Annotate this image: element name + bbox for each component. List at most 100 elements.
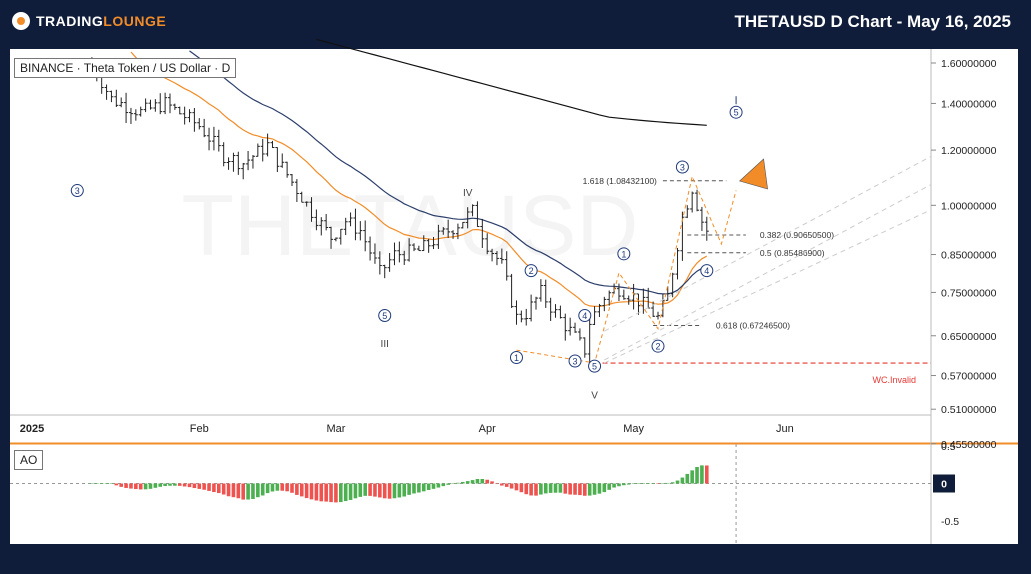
ao-bar (446, 483, 450, 485)
ohlc-bar (695, 189, 700, 212)
ohlc-bar (148, 99, 153, 110)
ohlc-bar (226, 157, 231, 170)
ao-bar (670, 482, 675, 484)
ohlc-bar (621, 289, 626, 300)
ao-bar (407, 483, 411, 495)
ohlc-bar (612, 283, 617, 294)
ao-bar (392, 483, 397, 499)
ao-bar (573, 483, 577, 495)
ohlc-bar (519, 310, 524, 323)
ao-bar (397, 483, 402, 498)
ohlc-bar (109, 90, 114, 103)
ohlc-bar (358, 221, 363, 241)
ao-bar (587, 483, 592, 496)
ohlc-bar (446, 219, 451, 238)
ao-bar (558, 483, 563, 493)
ao-bar (451, 483, 455, 484)
ao-bar (402, 483, 407, 497)
channel-line (604, 155, 932, 332)
ohlc-bar (387, 252, 392, 272)
ao-bar (602, 483, 607, 493)
ohlc-bar (704, 216, 709, 241)
ao-bar (421, 483, 426, 492)
ao-bar (358, 483, 363, 497)
ao-tick-label: -0.5 (941, 516, 959, 528)
x-tick-label: May (623, 423, 644, 435)
ohlc-bar (168, 93, 172, 114)
ao-bar (236, 483, 241, 499)
ohlc-bar (343, 217, 348, 236)
ohlc-bar (124, 92, 129, 124)
ao-legend[interactable]: AO (14, 450, 44, 470)
ohlc-bar (377, 251, 382, 275)
wave-label: 3 (75, 186, 80, 196)
ao-bar (241, 483, 245, 500)
ao-bar (470, 480, 475, 484)
ao-bar (607, 483, 611, 490)
ohlc-bar (616, 283, 621, 301)
ao-bar (148, 483, 153, 489)
ohlc-bar (690, 191, 695, 213)
wave-label: 5 (734, 108, 739, 118)
wave-label-circle (509, 350, 523, 364)
ohlc-bar (260, 138, 265, 162)
ao-bar (378, 483, 382, 498)
ao-bar (134, 483, 138, 490)
ao-bar (124, 483, 128, 488)
y-tick-label: 0.51000000 (941, 404, 997, 416)
ohlc-bar (665, 286, 670, 301)
chart-title: THETAUSD D Chart - May 16, 2025 (734, 12, 1011, 31)
ao-bar (290, 483, 294, 493)
brand-name-b: LOUNGE (103, 13, 167, 29)
ohlc-bar (138, 106, 143, 117)
ohlc-bar (319, 217, 324, 236)
ao-bar (490, 481, 494, 484)
ohlc-bar (534, 296, 538, 310)
ao-bar (217, 483, 221, 494)
ao-zero-badge (933, 474, 955, 493)
projection-arrow (739, 158, 768, 190)
ao-bar (675, 480, 680, 484)
ohlc-bar (558, 305, 563, 319)
ao-bar (329, 483, 333, 503)
ohlc-bar (636, 293, 641, 315)
ao-bar (353, 483, 358, 499)
ao-bar (461, 481, 465, 484)
ao-bar (192, 483, 197, 489)
ohlc-bar (177, 106, 182, 115)
ao-bar (612, 483, 616, 488)
ao-bar (685, 473, 690, 484)
wave-label: V (591, 391, 598, 402)
ohlc-bar (314, 209, 319, 231)
ao-bar (158, 483, 163, 487)
ao-bar (626, 483, 631, 485)
ohlc-bar (368, 236, 373, 261)
ohlc-bar (128, 107, 133, 124)
ohlc-bar (660, 294, 665, 318)
ao-bar (324, 483, 328, 502)
ao-bar (661, 483, 665, 484)
channel-line (604, 209, 932, 364)
wave-label: 5 (382, 311, 387, 321)
ohlc-bar (670, 272, 675, 298)
price-panel (10, 49, 1018, 443)
ao-bar (373, 483, 377, 497)
ao-bar (187, 483, 192, 488)
ohlc-bar (285, 161, 290, 178)
ao-bar (597, 483, 602, 494)
symbol-legend[interactable]: BINANCE · Theta Token / US Dollar · D (14, 58, 237, 78)
ohlc-bar (499, 248, 504, 264)
ohlc-bar (363, 220, 368, 252)
ao-bar (412, 483, 416, 494)
brand-logo: TRADINGLOUNGE (12, 12, 166, 30)
ao-bar (99, 483, 104, 484)
ao-bar (319, 483, 324, 502)
logo-icon (12, 12, 30, 30)
ohlc-bar (221, 142, 226, 167)
ohlc-bar (119, 97, 124, 108)
fib-label: 0.618 (0.67246500) (716, 320, 790, 330)
ohlc-bar (382, 264, 387, 279)
ohlc-bar (338, 228, 343, 245)
ohlc-bar (553, 304, 558, 318)
